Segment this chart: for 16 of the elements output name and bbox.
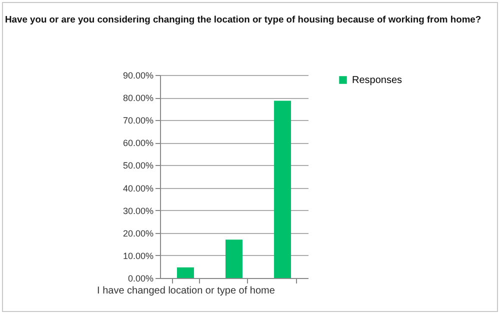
x-tick-label: I have changed location or type of home (97, 286, 276, 296)
y-tick-label: 70.00% (122, 116, 154, 126)
y-tick-label: 0.00% (128, 274, 154, 284)
y-tick-label: 50.00% (122, 160, 154, 171)
y-tick-label: 90.00% (122, 70, 154, 80)
legend-label: Responses (352, 75, 402, 86)
bar (226, 240, 242, 278)
y-tick-label: 80.00% (122, 93, 154, 104)
y-tick-label: 30.00% (122, 206, 154, 216)
y-tick-label: 40.00% (122, 183, 154, 194)
y-tick-label: 60.00% (122, 138, 154, 148)
y-tick-label: 20.00% (122, 228, 154, 238)
chart-title: Have you or are you considering changing the location or type of housing because of working from home? (5, 14, 482, 25)
bar (176, 267, 194, 278)
y-tick-label: 10.00% (122, 250, 154, 261)
bar (274, 100, 292, 278)
